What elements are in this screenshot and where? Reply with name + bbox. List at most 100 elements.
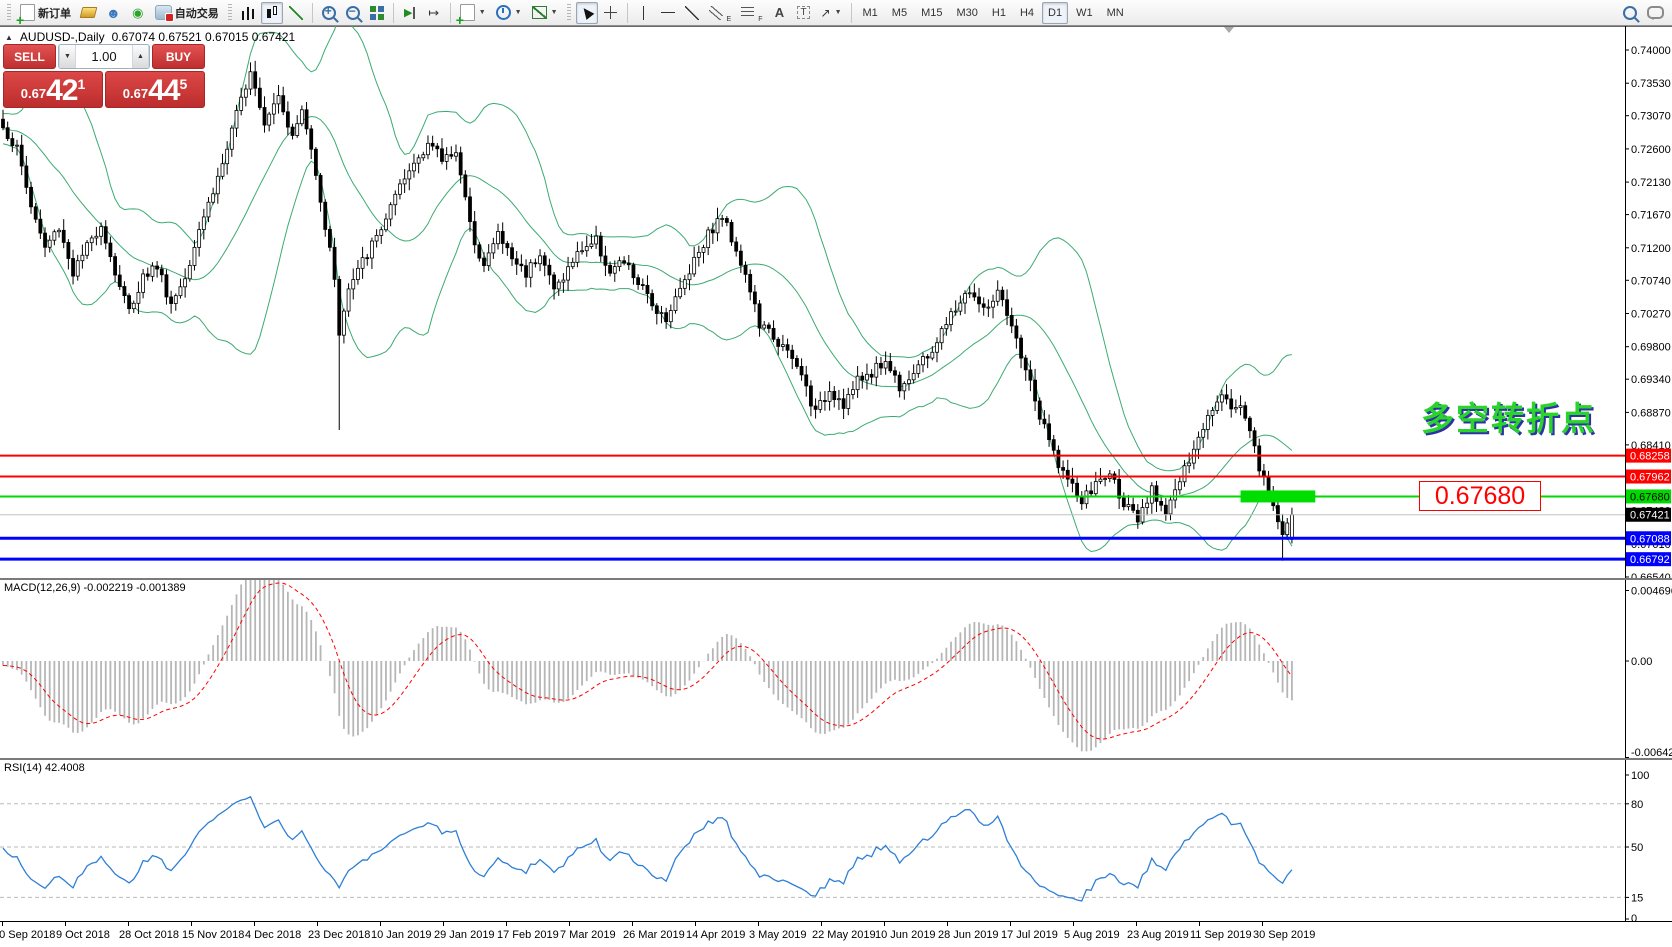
pane-separator[interactable] (0, 578, 1672, 580)
vertical-line-button[interactable] (633, 2, 655, 24)
date-tick (947, 922, 948, 926)
timeframe-mn-button[interactable]: MN (1106, 6, 1124, 19)
macd-pane[interactable]: 0.004696 0.00 -0.006427 (0, 580, 1672, 758)
candlestick-icon (265, 5, 279, 21)
horizontal-line-button[interactable] (657, 2, 679, 24)
date-label: 10 Jun 2019 (875, 929, 936, 941)
text-button[interactable]: A (769, 2, 791, 24)
annotation-text[interactable]: 多空转折点 (1421, 400, 1596, 437)
trendline-icon (684, 5, 699, 20)
volume-input[interactable] (76, 45, 132, 68)
profiles-button[interactable] (77, 2, 100, 24)
autotrading-label: 自动交易 (174, 7, 219, 20)
signals-button[interactable]: ◉ (127, 2, 149, 24)
chart-title-row: ▲ AUDUSD-,Daily 0.67074 0.67521 0.67015 … (5, 30, 295, 44)
sell-price-sup: 1 (77, 76, 86, 92)
date-label: 17 Jul 2019 (1001, 929, 1058, 941)
price-badge (1626, 489, 1671, 504)
sell-price-button[interactable]: 0.67 42 1 (3, 71, 103, 108)
signals-icon: ◉ (132, 5, 144, 20)
timeframe-m5-button[interactable]: M5 (891, 6, 908, 19)
green-zone-rectangle[interactable] (1240, 490, 1316, 503)
templates-icon (531, 6, 547, 19)
periods-button[interactable]: ▼ (492, 2, 526, 24)
macd-tick-label: 0.004696 (1631, 585, 1672, 597)
buy-button[interactable]: BUY (152, 44, 205, 69)
price-flag-label[interactable]: 0.67680 (1419, 481, 1541, 511)
date-tick (569, 922, 570, 926)
timeframe-d1-button[interactable]: D1 (1042, 1, 1069, 24)
date-label: 23 Aug 2019 (1127, 929, 1189, 941)
date-label: 22 May 2019 (812, 929, 876, 941)
price-tick-label: 0.73070 (1631, 111, 1671, 123)
date-label: 10 Jan 2019 (371, 929, 432, 941)
text-label-button[interactable]: T (793, 2, 815, 24)
chat-button[interactable] (1643, 2, 1668, 24)
date-label: 29 Jan 2019 (434, 929, 495, 941)
crosshair-button[interactable] (600, 2, 622, 24)
auto-scroll-icon: ▶ (404, 6, 416, 19)
rsi-label: RSI(14) 42.4008 (4, 762, 85, 774)
date-tick (128, 922, 129, 926)
price-badge (1626, 448, 1671, 463)
price-tick-label: 0.68870 (1631, 407, 1671, 419)
trendline-button[interactable] (681, 2, 703, 24)
price-tick-label: 0.74000 (1631, 45, 1671, 57)
volume-decrease-button[interactable]: ▼ (59, 45, 76, 68)
new-order-button[interactable]: 新订单 (16, 2, 75, 26)
bar-chart-button[interactable] (237, 2, 259, 24)
timeframe-m30-button[interactable]: M30 (956, 6, 978, 19)
toolbar-grip[interactable] (566, 3, 571, 22)
bollinger-middle-band (2, 115, 1293, 498)
price-tick-label: 0.66540 (1631, 572, 1671, 578)
buy-price-prefix: 0.67 (122, 86, 149, 101)
toolbar-separator (626, 2, 628, 23)
zoom-in-button[interactable]: + (318, 2, 340, 24)
templates-button[interactable]: ▼ (528, 2, 562, 24)
cursor-button[interactable] (575, 1, 598, 24)
dropdown-arrow-icon: ▼ (834, 9, 842, 16)
autotrading-button[interactable]: 自动交易 (151, 2, 223, 24)
sell-button[interactable]: SELL (3, 44, 56, 69)
collapse-panel-arrow[interactable]: ▲ (5, 32, 13, 42)
price-tick-label: 0.71670 (1631, 210, 1671, 222)
macd-label: MACD(12,26,9) -0.002219 -0.001389 (4, 582, 186, 594)
terminal-button[interactable]: ☻ (102, 2, 125, 24)
auto-scroll-button[interactable]: ▶ (399, 2, 421, 24)
toolbar-grip[interactable] (227, 3, 232, 22)
timeframe-h1-button[interactable]: H1 (991, 6, 1006, 19)
date-label: 17 Feb 2019 (497, 929, 559, 941)
indicators-button[interactable]: ▼ (456, 2, 490, 26)
search-button[interactable] (1619, 2, 1641, 24)
price-badge-label: 0.66792 (1630, 554, 1670, 566)
toolbar-grip[interactable] (7, 3, 11, 22)
date-tick (443, 922, 444, 926)
date-tick (380, 922, 381, 926)
rsi-pane[interactable]: 100 80 50 15 0 (0, 760, 1672, 921)
tile-windows-button[interactable] (366, 2, 388, 24)
timeframe-h4-button[interactable]: H4 (1019, 6, 1034, 19)
candlestick-button[interactable] (260, 1, 283, 24)
timeframe-m15-button[interactable]: M15 (921, 6, 943, 19)
toolbar-separator (311, 2, 313, 23)
fibonacci-button[interactable]: F (737, 2, 766, 24)
arrows-button[interactable]: ↗ ▼ (817, 2, 846, 24)
main-chart-pane[interactable]: 0.74000 0.73530 0.73070 0.72600 0.72130 0.716… (0, 26, 1672, 578)
volume-increase-button[interactable]: ▲ (132, 45, 149, 68)
dropdown-arrow-icon: ▼ (478, 9, 486, 16)
line-chart-button[interactable] (285, 2, 307, 24)
date-label: 30 Sep 2019 (1253, 929, 1316, 941)
text-icon: A (774, 5, 785, 20)
crosshair-icon (604, 6, 618, 19)
zoom-out-button[interactable]: − (342, 2, 364, 24)
chart-shift-button[interactable]: ↦ (423, 2, 445, 24)
buy-price-button[interactable]: 0.67 44 5 (105, 71, 205, 108)
pane-separator[interactable] (0, 758, 1672, 760)
timeframe-w1-button[interactable]: W1 (1076, 6, 1093, 19)
price-tick-label: 0.69340 (1631, 374, 1671, 386)
date-tick (632, 922, 633, 926)
timeframe-m1-button[interactable]: M1 (862, 6, 878, 19)
equidistant-channel-button[interactable]: E (705, 2, 736, 24)
